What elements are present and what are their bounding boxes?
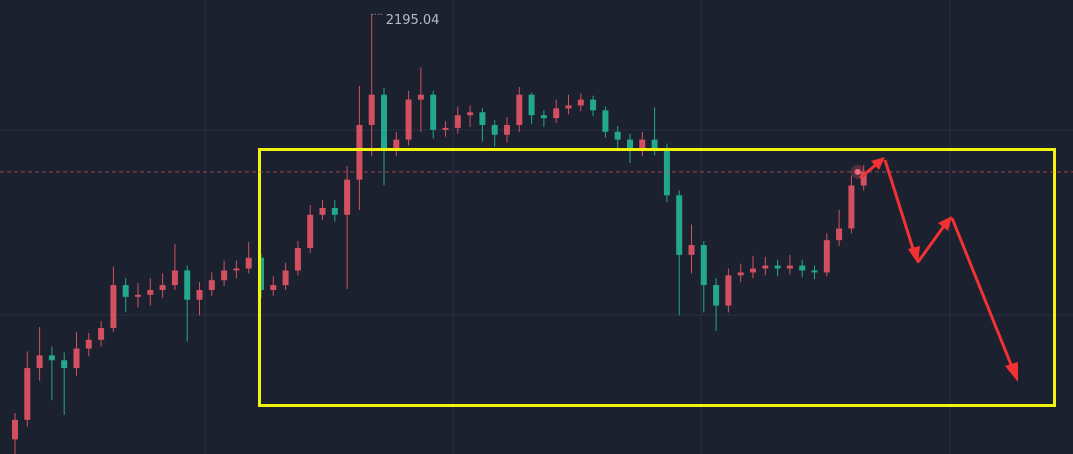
candle-body — [479, 112, 486, 125]
candle-body — [442, 127, 449, 130]
candle-body — [614, 131, 621, 140]
max-label: 2195.04 — [386, 13, 440, 28]
candle-body — [307, 214, 314, 248]
candle-body — [36, 355, 43, 369]
candle-body — [356, 124, 363, 180]
candle-body — [467, 112, 474, 116]
candle-body — [381, 94, 387, 149]
candle-body — [700, 245, 707, 286]
candle-body — [454, 115, 461, 128]
candle-body — [208, 280, 215, 290]
candle-body — [602, 110, 609, 132]
candle-body — [196, 289, 203, 300]
candle-body — [848, 185, 855, 229]
candle-body — [417, 94, 424, 100]
arrow-line — [883, 159, 916, 253]
candle-body — [405, 99, 412, 140]
forecast-arrows — [859, 157, 1018, 382]
candle-body — [61, 360, 68, 369]
candle-body — [282, 270, 289, 286]
candle-body — [294, 247, 301, 271]
candle-body — [159, 285, 166, 290]
candle-body — [270, 285, 277, 290]
arrow-head — [938, 216, 952, 231]
candle-body — [344, 179, 351, 215]
candle-body — [48, 355, 55, 361]
candle-body — [590, 99, 597, 111]
candle-body — [737, 272, 744, 276]
candle-body — [122, 285, 129, 297]
candle-body — [799, 265, 806, 271]
candle-body — [528, 94, 535, 116]
candle-body — [110, 285, 117, 329]
arrow-line — [950, 217, 1014, 368]
candle-body — [491, 124, 498, 135]
candle-body — [811, 270, 818, 273]
highlight-box — [258, 148, 1056, 407]
candle-body — [688, 245, 695, 255]
arrow-head — [1005, 362, 1018, 382]
candle-body — [823, 240, 830, 273]
candle-body — [676, 195, 683, 255]
last-price-dot — [854, 168, 861, 175]
candle-body — [245, 257, 252, 269]
candle-body — [12, 419, 18, 440]
candle-body — [565, 105, 572, 109]
candle-body — [221, 270, 228, 281]
candle-body — [651, 139, 658, 149]
candle-body — [540, 115, 547, 119]
candle-body — [786, 265, 793, 269]
candle-body — [184, 270, 191, 300]
candle-body — [319, 207, 326, 215]
candle-body — [774, 265, 781, 269]
candle-body — [171, 270, 178, 286]
candles — [12, 14, 867, 454]
candle-body — [516, 94, 523, 125]
candle-body — [553, 108, 560, 119]
candle-body — [393, 139, 400, 149]
candle-body — [762, 265, 769, 269]
candle-body — [430, 94, 437, 130]
candle-body — [725, 275, 732, 306]
candle-body — [147, 289, 154, 295]
candle-body — [368, 94, 375, 125]
candle-body — [504, 124, 510, 135]
candle-body — [860, 171, 867, 186]
candle-body — [836, 228, 843, 241]
candle-body — [750, 268, 756, 273]
candle-body — [639, 139, 646, 151]
candle-body — [627, 139, 633, 151]
candle-body — [98, 328, 105, 340]
candle-body — [713, 285, 720, 306]
candle-body — [73, 348, 80, 369]
candle-body — [233, 268, 240, 271]
candle-body — [135, 294, 141, 297]
candle-body — [24, 368, 31, 420]
candle-body — [577, 99, 584, 106]
candle-body — [331, 207, 338, 215]
arrow-head — [871, 157, 885, 170]
arrow-head — [908, 246, 920, 264]
arrow-line — [916, 225, 946, 263]
candle-body — [85, 339, 92, 349]
